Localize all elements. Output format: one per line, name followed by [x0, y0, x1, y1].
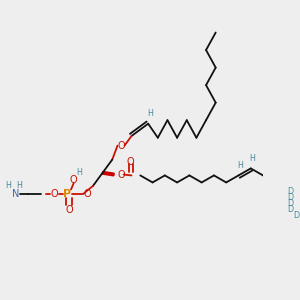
- Text: D: D: [287, 205, 293, 214]
- Text: P: P: [64, 189, 72, 199]
- Text: H: H: [16, 181, 22, 190]
- Text: O: O: [65, 205, 73, 214]
- Text: D: D: [299, 199, 300, 208]
- Text: O: O: [70, 175, 77, 185]
- Text: O: O: [117, 141, 125, 151]
- Text: D: D: [299, 205, 300, 214]
- Text: D: D: [287, 193, 293, 202]
- Text: D: D: [287, 187, 293, 196]
- Text: D: D: [293, 211, 299, 220]
- Text: O: O: [84, 189, 92, 199]
- Text: H: H: [250, 154, 256, 163]
- Text: O: O: [127, 157, 134, 167]
- Text: D: D: [287, 199, 293, 208]
- Text: D: D: [299, 187, 300, 196]
- Text: N: N: [12, 189, 20, 199]
- Text: H: H: [76, 168, 82, 177]
- Text: O: O: [117, 169, 125, 180]
- Text: H: H: [237, 161, 243, 170]
- Text: D: D: [299, 193, 300, 202]
- FancyArrow shape: [102, 172, 114, 176]
- Text: O: O: [50, 189, 58, 199]
- Text: H: H: [5, 181, 11, 190]
- Text: H: H: [147, 109, 153, 118]
